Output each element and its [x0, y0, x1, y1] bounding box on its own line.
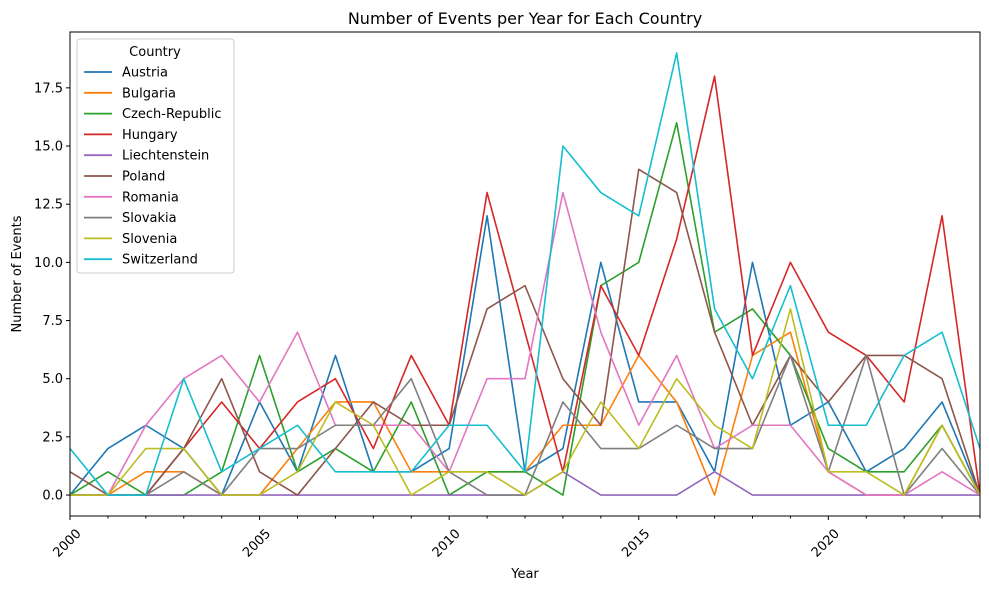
legend-label: Liechtenstein — [122, 149, 209, 164]
legend-label: Slovenia — [122, 232, 177, 247]
y-tick-label: 0.0 — [42, 489, 63, 504]
legend-label: Poland — [122, 170, 165, 185]
x-axis-label: Year — [510, 567, 539, 582]
legend-title: Country — [129, 45, 181, 60]
legend-label: Slovakia — [122, 211, 177, 226]
y-tick-label: 10.0 — [34, 256, 63, 271]
legend-label: Austria — [122, 66, 168, 81]
y-tick-label: 17.5 — [34, 81, 63, 96]
x-axis: 2000 2005 2010 2015 2020 — [51, 516, 981, 561]
legend-label: Romania — [122, 190, 179, 205]
y-tick-label: 7.5 — [42, 314, 63, 329]
series-line-hungary — [70, 75, 980, 496]
y-tick-label: 15.0 — [34, 140, 63, 155]
x-tick-label: 2000 — [51, 527, 85, 561]
series-line-switzerland — [70, 52, 980, 496]
x-tick-label: 2005 — [240, 527, 274, 561]
x-tick-label: 2015 — [619, 527, 653, 561]
y-tick-label: 2.5 — [42, 430, 63, 445]
legend-box — [76, 38, 235, 274]
legend: Country Austria Bulgaria Czech-Republic Hun… — [76, 38, 235, 274]
chart-title: Number of Events per Year for Each Count… — [348, 9, 702, 28]
x-tick-label: 2020 — [809, 527, 843, 561]
series-line-slovenia — [70, 308, 980, 497]
x-tick-label: 2010 — [430, 527, 464, 561]
legend-label: Hungary — [122, 128, 178, 143]
y-axis: 0.0 2.5 5.0 7.5 10.0 12.5 15.0 17.5 — [34, 81, 70, 504]
legend-label: Czech-Republic — [122, 107, 222, 122]
legend-label: Bulgaria — [122, 86, 176, 101]
y-tick-label: 12.5 — [34, 198, 63, 213]
series-line-poland — [70, 168, 980, 497]
legend-label: Switzerland — [122, 253, 198, 268]
plot-area — [70, 52, 980, 497]
y-tick-label: 5.0 — [42, 372, 63, 387]
y-axis-label: Number of Events — [10, 215, 25, 332]
